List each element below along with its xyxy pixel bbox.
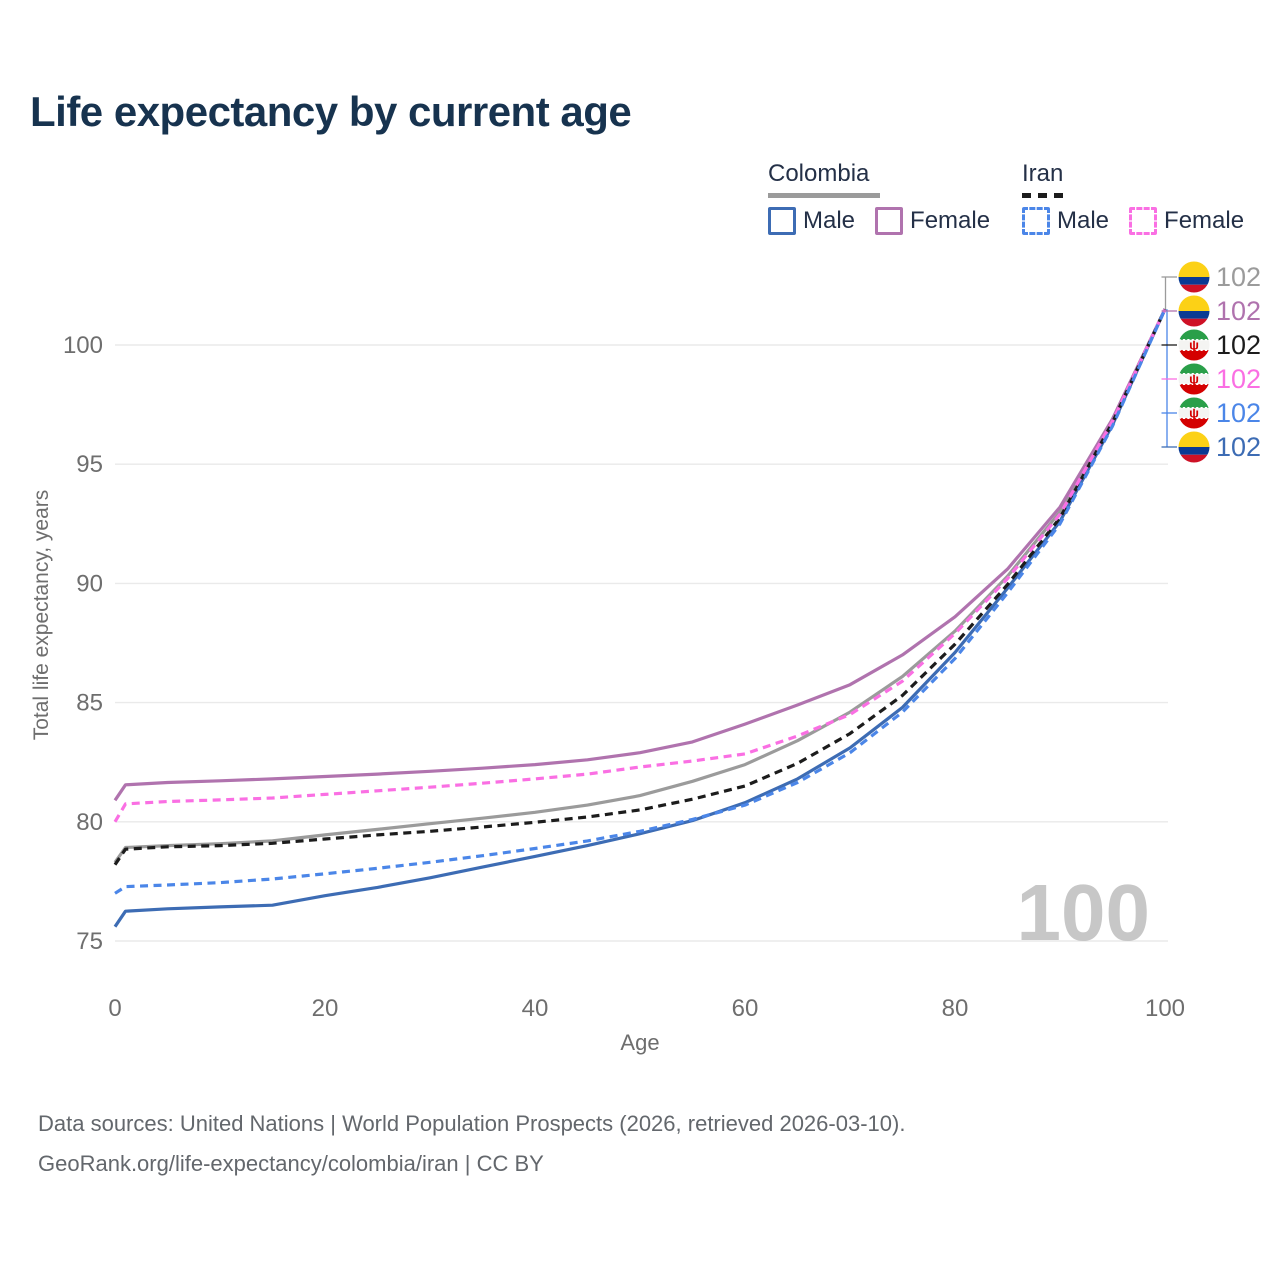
series-line-iran_male[interactable] xyxy=(114,308,1167,895)
legend-country-iran[interactable]: Iran xyxy=(1022,160,1264,198)
svg-text:ψ: ψ xyxy=(1189,372,1199,387)
footer-data-sources: Data sources: United Nations | World Pop… xyxy=(38,1111,906,1136)
x-tick-40: 40 xyxy=(522,995,549,1022)
flag-iran-icon: ψ xyxy=(1178,397,1210,429)
legend-items-colombia: Male Female xyxy=(768,207,1010,235)
y-tick-95: 95 xyxy=(76,451,103,478)
svg-text:ψ: ψ xyxy=(1189,406,1199,421)
end-label-iran_female: 102 xyxy=(1216,364,1261,394)
legend-country-colombia-label: Colombia xyxy=(768,160,870,187)
svg-text:ψ: ψ xyxy=(1189,338,1199,353)
x-tick-100: 100 xyxy=(1145,995,1185,1022)
legend-item-iran-male[interactable]: Male xyxy=(1022,207,1109,235)
colombia-female-swatch-icon xyxy=(875,207,904,235)
y-tick-85: 85 xyxy=(76,690,103,717)
legend-item-colombia-female[interactable]: Female xyxy=(875,207,990,235)
legend-country-iran-label: Iran xyxy=(1022,160,1064,187)
x-tick-60: 60 xyxy=(732,995,759,1022)
flag-colombia-icon xyxy=(1178,295,1210,327)
x-tick-0: 0 xyxy=(108,995,121,1022)
iran-female-swatch-icon xyxy=(1129,207,1158,235)
legend-label-iran-female: Female xyxy=(1164,207,1245,234)
end-label-colombia_male: 102 xyxy=(1216,432,1261,462)
legend-item-iran-female[interactable]: Female xyxy=(1129,207,1244,235)
end-label-colombia_both: 102 xyxy=(1216,262,1261,292)
legend-country-colombia[interactable]: Colombia xyxy=(768,160,1010,198)
y-tick-100: 100 xyxy=(63,332,103,359)
flag-iran-icon: ψ xyxy=(1178,329,1210,361)
series-line-colombia_male[interactable] xyxy=(113,308,1167,928)
footer-attribution-link: GeoRank.org/life-expectancy/colombia/ira… xyxy=(38,1151,544,1176)
x-axis-title: Age xyxy=(620,1030,659,1055)
page-title: Life expectancy by current age xyxy=(30,88,632,135)
series-line-colombia_female[interactable] xyxy=(113,308,1167,802)
legend-label-colombia-female: Female xyxy=(910,207,991,234)
x-tick-80: 80 xyxy=(942,995,969,1022)
y-tick-75: 75 xyxy=(76,928,103,955)
legend-group-iran: Iran Male Female xyxy=(1022,160,1264,235)
colombia-solid-line-key-icon xyxy=(768,193,880,198)
age-counter-watermark: 100 xyxy=(1017,868,1150,957)
legend-group-colombia: Colombia Male Female xyxy=(768,160,1010,235)
y-tick-80: 80 xyxy=(76,809,103,836)
y-axis-title: Total life expectancy, years xyxy=(30,490,53,741)
legend-items-iran: Male Female xyxy=(1022,207,1264,235)
footer: Data sources: United Nations | World Pop… xyxy=(38,1104,905,1184)
legend-label-iran-male: Male xyxy=(1057,207,1110,234)
end-label-iran_both: 102 xyxy=(1216,330,1261,360)
y-tick-90: 90 xyxy=(76,570,103,597)
series-line-colombia_both[interactable] xyxy=(113,308,1167,864)
series-line-iran_both[interactable] xyxy=(113,308,1167,866)
iran-dashed-line-key-icon xyxy=(1022,193,1070,198)
end-label-iran_male: 102 xyxy=(1216,398,1261,428)
legend-label-colombia-male: Male xyxy=(803,207,856,234)
flag-colombia-icon xyxy=(1178,431,1210,463)
x-tick-20: 20 xyxy=(312,995,339,1022)
legend-item-colombia-male[interactable]: Male xyxy=(768,207,855,235)
iran-male-swatch-icon xyxy=(1022,207,1050,235)
end-label-colombia_female: 102 xyxy=(1216,296,1261,326)
flag-colombia-icon xyxy=(1178,261,1210,293)
colombia-male-swatch-icon xyxy=(768,207,796,235)
series-line-iran_female[interactable] xyxy=(113,308,1167,823)
flag-iran-icon: ψ xyxy=(1178,363,1210,395)
